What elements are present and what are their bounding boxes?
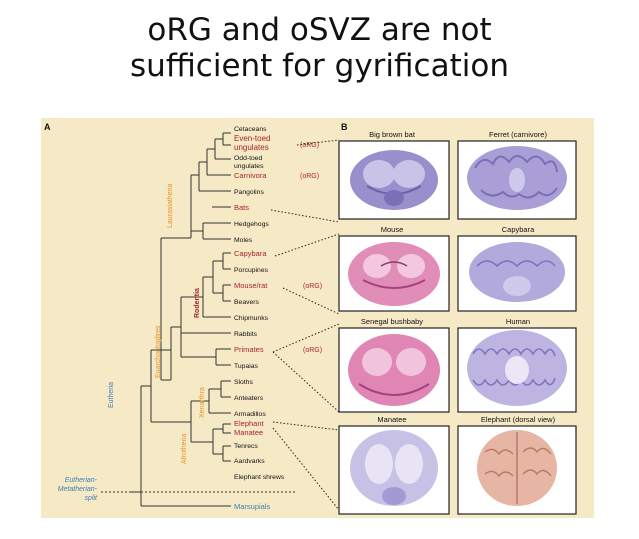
panel-label-b: B — [341, 122, 348, 132]
bushbaby-brain-image — [348, 334, 440, 406]
brain-title-human: Human — [506, 317, 530, 326]
connector-primates-up — [272, 323, 340, 353]
connector-bats — [270, 209, 340, 223]
human-brain-image — [467, 330, 567, 406]
taxon-elephant-shrews: Elephant shrews — [234, 474, 285, 481]
taxon-armadillos: Armadillos — [234, 411, 266, 418]
org-tag-ungulates: (oRG) — [300, 142, 319, 149]
org-tag-mouse: (oRG) — [303, 283, 322, 290]
taxon-beavers: Beavers — [234, 299, 260, 306]
taxon-porcupines: Porcupines — [234, 267, 269, 274]
taxon-hedgehogs: Hedgehogs — [234, 221, 269, 228]
connector-manatee — [272, 427, 340, 511]
taxon-marsupials: Marsupials — [234, 502, 271, 511]
taxon-pangolins: Pangolins — [234, 189, 264, 196]
figure-panel: A B Cetaceans Even-t — [41, 118, 594, 518]
slide-title: oRG and oSVZ are not sufficient for gyri… — [0, 12, 639, 84]
org-tags: (oRG) (oRG) (oRG) (oRG) — [300, 142, 322, 354]
taxon-anteaters: Anteaters — [234, 395, 264, 402]
tree-connector — [160, 237, 191, 380]
brain-title-mouse: Mouse — [381, 225, 404, 234]
slide-title-line-1: oRG and oSVZ are not — [147, 12, 492, 48]
phylogenetic-tree — [131, 132, 231, 507]
taxon-odd-toed-1: Odd-toed — [234, 155, 263, 162]
taxon-elephant: Elephant — [234, 419, 265, 428]
capybara-brain-image — [469, 242, 565, 302]
taxon-even-toed-1: Even-toed — [234, 134, 270, 143]
clade-split-2: Metatherian- — [58, 486, 98, 493]
taxon-aardvarks: Aardvarks — [234, 458, 265, 465]
brain-titles: Big brown bat Ferret (carnivore) Mouse C… — [361, 130, 556, 424]
manatee-brain-image — [350, 430, 438, 506]
taxon-chipmunks: Chipmunks — [234, 315, 269, 322]
clade-afrotheria: Afrotheria — [181, 434, 188, 464]
ferret-brain-image — [467, 146, 567, 210]
clade-split-1: Eutherian- — [65, 477, 98, 484]
clade-split-3: split — [85, 495, 99, 502]
clade-eutheria: Eutheria — [108, 382, 115, 408]
bat-brain-image — [350, 150, 438, 210]
slide-title-line-2: sufficient for gyrification — [130, 48, 509, 84]
taxon-tenrecs: Tenrecs — [234, 443, 258, 450]
brain-title-ferret: Ferret (carnivore) — [489, 130, 547, 139]
connector-ungulates — [296, 139, 340, 146]
phylogeny-figure: A B Cetaceans Even-t — [44, 122, 577, 515]
clade-xenarthra: Xenarthra — [199, 387, 206, 418]
taxon-mouse-rat: Mouse/rat — [234, 281, 268, 290]
taxon-manatee: Manatee — [234, 428, 263, 437]
connector-capybara — [274, 233, 340, 257]
taxon-moles: Moles — [234, 237, 253, 244]
taxon-capybara: Capybara — [234, 249, 267, 258]
clade-split: Eutherian- Metatherian- split — [58, 477, 98, 502]
taxa-labels: Cetaceans Even-toed ungulates Odd-toed u… — [234, 126, 285, 511]
clade-laurasiatheria: Laurasiatheria — [167, 184, 174, 228]
connector-primates-down — [272, 351, 340, 413]
mouse-brain-image — [348, 242, 440, 306]
connector-lines — [270, 139, 340, 511]
taxon-tupaias: Tupaias — [234, 363, 259, 370]
taxon-even-toed-2: ungulates — [234, 143, 269, 152]
brain-title-manatee: Manatee — [377, 415, 406, 424]
taxon-carnivora: Carnivora — [234, 171, 267, 180]
brain-title-bushbaby: Senegal bushbaby — [361, 317, 423, 326]
taxon-odd-toed-2: ungulates — [234, 163, 264, 170]
connector-mouse — [282, 287, 340, 315]
brain-title-bat: Big brown bat — [369, 130, 416, 139]
brain-title-capybara: Capybara — [502, 225, 535, 234]
org-tag-primates: (oRG) — [303, 347, 322, 354]
clade-euarchontoglires: Euarchontoglires — [155, 325, 162, 378]
clade-rodentia: Rodentia — [194, 288, 201, 318]
elephant-brain-image — [477, 430, 557, 506]
panel-label-a: A — [44, 122, 51, 132]
taxon-rabbits: Rabbits — [234, 331, 258, 338]
taxon-primates: Primates — [234, 345, 264, 354]
taxon-sloths: Sloths — [234, 379, 253, 386]
org-tag-carnivora: (oRG) — [300, 173, 319, 180]
taxon-cetaceans: Cetaceans — [234, 126, 267, 133]
brain-title-elephant: Elephant (dorsal view) — [481, 415, 556, 424]
connector-elephant — [272, 421, 340, 431]
taxon-bats: Bats — [234, 203, 249, 212]
